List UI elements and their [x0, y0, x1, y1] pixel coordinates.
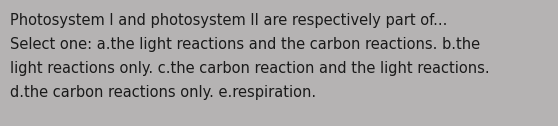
Text: Select one: a.the light reactions and the carbon reactions. b.the: Select one: a.the light reactions and th…	[10, 37, 480, 52]
Text: d.the carbon reactions only. e.respiration.: d.the carbon reactions only. e.respirati…	[10, 85, 316, 100]
Text: light reactions only. c.the carbon reaction and the light reactions.: light reactions only. c.the carbon react…	[10, 61, 489, 76]
Text: Photosystem I and photosystem II are respectively part of...: Photosystem I and photosystem II are res…	[10, 13, 448, 28]
